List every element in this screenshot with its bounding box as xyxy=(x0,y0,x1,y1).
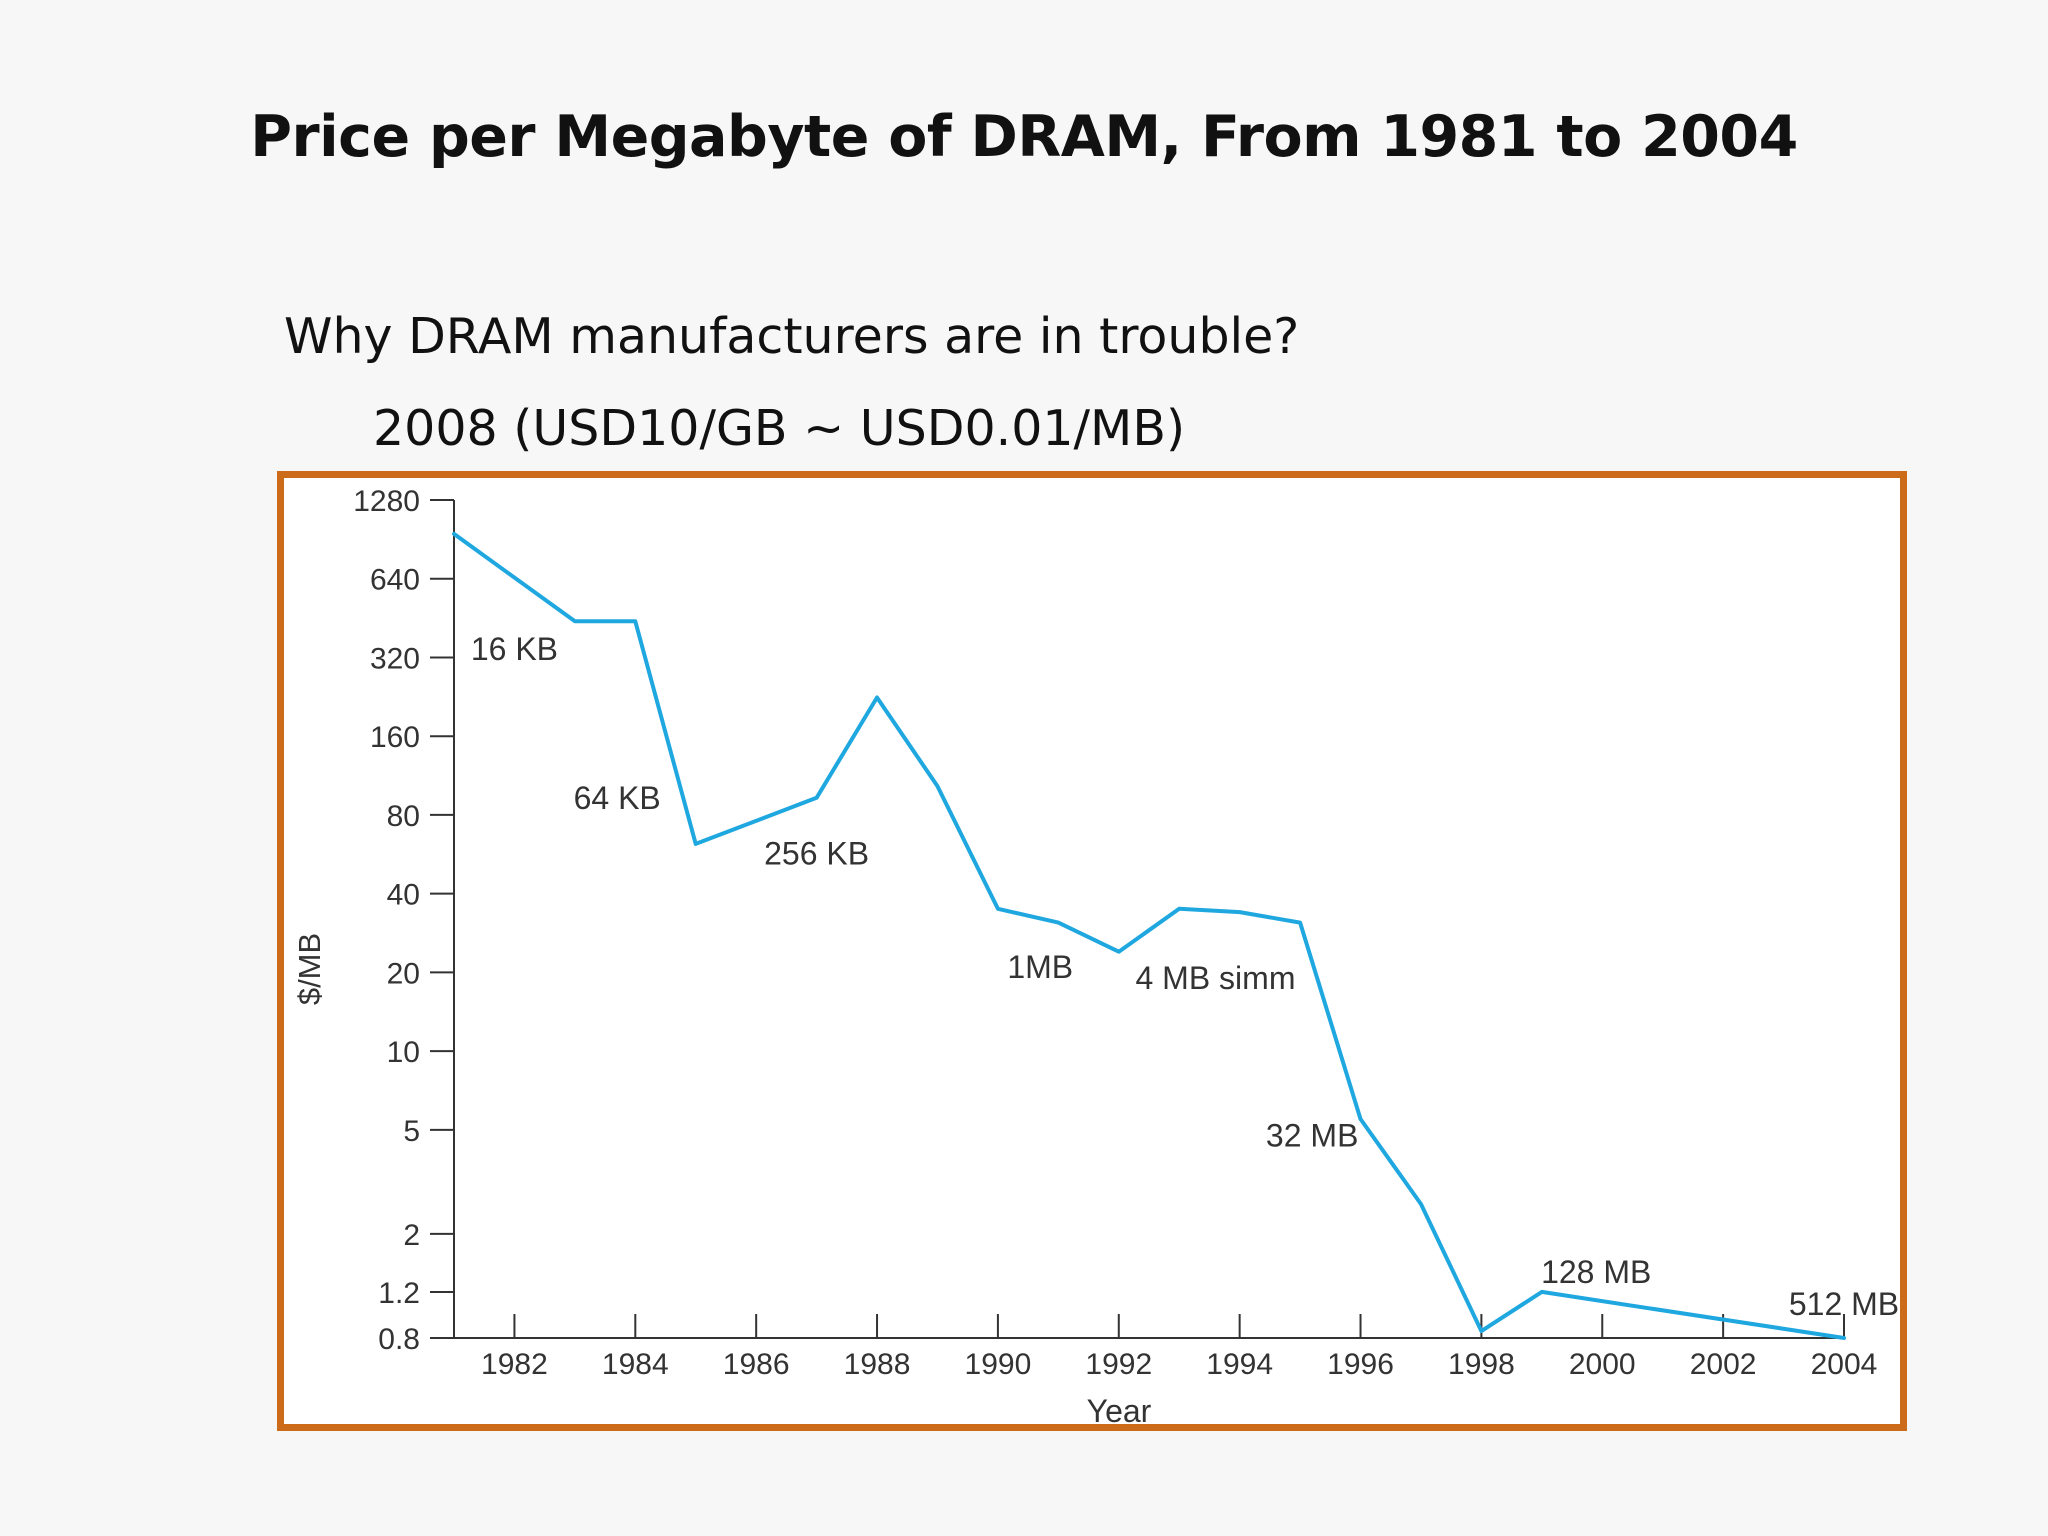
axes: 0.8 1.2 2 5 10 20 40 80 160 320 640 1280 1982 1984 198… xyxy=(353,485,1877,1381)
series-line xyxy=(452,531,1846,1340)
x-axis-label: Year xyxy=(1087,1393,1152,1424)
x-tick-label: 1996 xyxy=(1327,1348,1394,1381)
annotations: 16 KB 64 KB 256 KB 1MB 4 MB simm 32 MB 128 MB 5… xyxy=(471,631,1899,1322)
x-tick-label: 1982 xyxy=(481,1348,548,1381)
chart-frame: 0.8 1.2 2 5 10 20 40 80 160 320 640 1280 1982 1984 198… xyxy=(277,471,1907,1431)
y-tick-label: 640 xyxy=(370,564,420,597)
y-tick-label: 40 xyxy=(387,879,420,912)
data-annotation: 256 KB xyxy=(764,835,869,871)
y-tick-label: 320 xyxy=(370,642,420,675)
y-tick-label: 10 xyxy=(387,1036,420,1069)
data-annotation: 512 MB xyxy=(1789,1286,1899,1322)
data-annotation: 4 MB simm xyxy=(1135,960,1295,996)
y-tick-label: 1.2 xyxy=(378,1277,420,1310)
x-tick-label: 1992 xyxy=(1085,1348,1152,1381)
y-tick-label: 0.8 xyxy=(378,1323,420,1356)
y-tick-label: 1280 xyxy=(353,485,420,518)
slide-title: Price per Megabyte of DRAM, From 1981 to… xyxy=(250,104,1798,170)
y-axis-label: $/MB xyxy=(292,933,327,1005)
x-tick-label: 1986 xyxy=(723,1348,790,1381)
y-tick-label: 160 xyxy=(370,721,420,754)
y-tick-label: 20 xyxy=(387,957,420,990)
data-annotation: 16 KB xyxy=(471,631,558,667)
data-annotation: 64 KB xyxy=(574,780,661,816)
slide-bullet-question: Why DRAM manufacturers are in trouble? xyxy=(284,308,1300,365)
x-tick-label: 1998 xyxy=(1448,1348,1515,1381)
y-tick-label: 5 xyxy=(403,1115,420,1148)
data-annotation: 32 MB xyxy=(1266,1118,1358,1154)
data-annotation: 128 MB xyxy=(1541,1254,1651,1290)
x-tick-label: 2002 xyxy=(1690,1348,1757,1381)
x-tick-label: 1990 xyxy=(965,1348,1032,1381)
x-tick-label: 1994 xyxy=(1206,1348,1273,1381)
data-annotation: 1MB xyxy=(1007,949,1073,985)
slide-bullet-price-note: 2008 (USD10/GB ~ USD0.01/MB) xyxy=(373,400,1186,457)
series-line-layer xyxy=(452,531,1846,1340)
y-tick-label: 2 xyxy=(403,1219,420,1252)
x-tick-label: 2004 xyxy=(1811,1348,1878,1381)
y-tick-label: 80 xyxy=(387,800,420,833)
x-tick-label: 2000 xyxy=(1569,1348,1636,1381)
x-tick-label: 1984 xyxy=(602,1348,669,1381)
dram-price-chart: 0.8 1.2 2 5 10 20 40 80 160 320 640 1280 1982 1984 198… xyxy=(292,485,1899,1424)
x-tick-label: 1988 xyxy=(844,1348,911,1381)
